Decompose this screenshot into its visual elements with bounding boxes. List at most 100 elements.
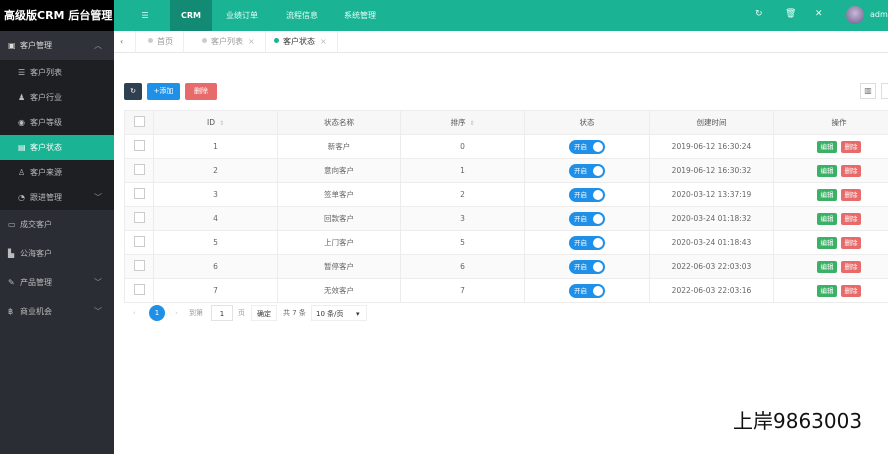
sidebar-item-source[interactable]: ♙ 客户来源: [0, 160, 114, 185]
next-page-icon[interactable]: ›: [175, 309, 178, 317]
edit-button[interactable]: 编辑: [817, 260, 837, 273]
edit-button[interactable]: 编辑: [817, 236, 837, 249]
cell-created: 2022-06-03 22:03:03: [649, 254, 774, 279]
delete-row-button[interactable]: 删除: [841, 188, 861, 201]
cell-id: 7: [153, 278, 278, 303]
cell-sort: 6: [400, 254, 525, 279]
card-icon: ▤: [18, 143, 26, 152]
sidebar-item-customer-list[interactable]: ☰ 客户列表: [0, 60, 114, 85]
row-checkbox[interactable]: [133, 140, 145, 151]
sidebar-item-opportunities[interactable]: ฿商业机会 ﹀: [0, 297, 114, 326]
page-1[interactable]: 1: [149, 305, 165, 321]
table-row: 1 新客户 0 开启 2019-06-12 16:30:24 编辑 删除: [124, 134, 888, 159]
table-row: 2 意向客户 1 开启 2019-06-12 16:30:32 编辑 删除: [124, 158, 888, 183]
page-size-select[interactable]: 10 条/页 ▾: [311, 305, 367, 321]
sidebar-item-public[interactable]: ▙ 公海客户: [0, 239, 114, 268]
edit-button[interactable]: 编辑: [817, 284, 837, 297]
tab-bar: ‹ 首页 客户列表 × 客户状态 ×: [114, 31, 888, 53]
confirm-button[interactable]: 确定: [251, 305, 277, 321]
watermark: 上岸9863003: [733, 409, 863, 433]
row-checkbox[interactable]: [133, 236, 145, 247]
cell-created: 2020-03-12 13:37:19: [649, 182, 774, 207]
edit-button[interactable]: 编辑: [817, 212, 837, 225]
add-button[interactable]: +添加: [147, 83, 180, 100]
tab-home[interactable]: 首页: [138, 31, 184, 53]
cell-sort: 2: [400, 182, 525, 207]
nav-system[interactable]: 系统管理: [344, 11, 376, 20]
sidebar-item-products[interactable]: ✎ 产品管理 ﹀: [0, 268, 114, 297]
col-actions: 操作: [773, 110, 888, 135]
row-checkbox[interactable]: [133, 164, 145, 175]
chevron-down-icon: ﹀: [94, 193, 102, 202]
status-toggle[interactable]: 开启: [569, 211, 605, 226]
col-created: 创建时间: [649, 110, 774, 135]
page-input[interactable]: 1: [211, 305, 233, 321]
table-header: ID ⇕ 状态名称 排序 ⇕ 状态 创建时间 操作: [124, 110, 888, 135]
columns-icon[interactable]: ▥: [860, 83, 876, 99]
cell-name: 无效客户: [277, 278, 401, 303]
table-row: 7 无效客户 7 开启 2022-06-03 22:03:16 编辑 删除: [124, 278, 888, 303]
row-checkbox[interactable]: [133, 284, 145, 295]
edit-button[interactable]: 编辑: [817, 140, 837, 153]
sort-icon: ⇕: [218, 120, 225, 127]
sidebar-item-followup[interactable]: ◔ 跟进管理 ﹀: [0, 185, 114, 210]
status-toggle[interactable]: 开启: [569, 187, 605, 202]
delete-button[interactable]: 删除: [185, 83, 217, 100]
avatar[interactable]: [846, 6, 864, 24]
sidebar-item-status[interactable]: ▤ 客户状态: [0, 135, 114, 160]
export-button[interactable]: [881, 83, 888, 99]
cell-id: 2: [153, 158, 278, 183]
tab-customer-list[interactable]: 客户列表 ×: [192, 31, 266, 53]
col-sort[interactable]: 排序 ⇕: [400, 110, 525, 135]
delete-row-button[interactable]: 删除: [841, 236, 861, 249]
sidebar-item-deals[interactable]: ▭ 成交客户: [0, 210, 114, 239]
page-unit: 页: [238, 309, 245, 317]
delete-row-button[interactable]: 删除: [841, 260, 861, 273]
sort-icon: ⇕: [469, 120, 475, 127]
status-toggle[interactable]: 开启: [569, 235, 605, 250]
menu-toggle-icon[interactable]: ☰: [141, 11, 149, 20]
col-status: 状态: [524, 110, 650, 135]
sidebar-group-customer-management[interactable]: ▣ 客户管理 ︿: [0, 31, 114, 60]
row-checkbox[interactable]: [133, 188, 145, 199]
col-id[interactable]: ID ⇕: [153, 110, 278, 135]
fullscreen-icon[interactable]: ✕: [815, 9, 823, 19]
refresh-icon: ↻: [130, 87, 136, 95]
select-all-checkbox[interactable]: [133, 116, 145, 127]
cell-created: 2022-06-03 22:03:16: [649, 278, 774, 303]
edit-button[interactable]: 编辑: [817, 164, 837, 177]
prev-page-icon[interactable]: ‹: [133, 309, 136, 317]
nav-orders[interactable]: 业绩订单: [226, 11, 258, 20]
status-toggle[interactable]: 开启: [569, 283, 605, 298]
sidebar-item-level[interactable]: ◉ 客户等级: [0, 110, 114, 135]
edit-button[interactable]: 编辑: [817, 188, 837, 201]
delete-row-button[interactable]: 删除: [841, 140, 861, 153]
trash-icon[interactable]: 🗑: [785, 9, 797, 19]
refresh-button[interactable]: ↻: [124, 83, 142, 100]
row-checkbox[interactable]: [133, 212, 145, 223]
delete-row-button[interactable]: 删除: [841, 164, 861, 177]
cell-sort: 7: [400, 278, 525, 303]
table-row: 5 上门客户 5 开启 2020-03-24 01:18:43 编辑 删除: [124, 230, 888, 255]
table-row: 6 暂停客户 6 开启 2022-06-03 22:03:03 编辑 删除: [124, 254, 888, 279]
sidebar-submenu: ☰ 客户列表 ♟ 客户行业 ◉ 客户等级 ▤ 客户状态 ♙ 客户来源 ◔ 跟进管理 ﹀: [0, 60, 114, 210]
delete-row-button[interactable]: 删除: [841, 212, 861, 225]
cell-created: 2019-06-12 16:30:32: [649, 158, 774, 183]
status-toggle[interactable]: 开启: [569, 139, 605, 154]
close-icon[interactable]: ×: [320, 37, 327, 46]
user-name[interactable]: admin: [870, 10, 888, 19]
close-icon[interactable]: ×: [248, 37, 255, 46]
row-checkbox[interactable]: [133, 260, 145, 271]
delete-row-button[interactable]: 删除: [841, 284, 861, 297]
cell-id: 4: [153, 206, 278, 231]
status-table: ID ⇕ 状态名称 排序 ⇕ 状态 创建时间 操作 1 新客户 0 开启 2019-…: [124, 110, 888, 303]
cell-name: 签单客户: [277, 182, 401, 207]
tab-customer-status[interactable]: 客户状态 ×: [264, 31, 338, 53]
nav-process[interactable]: 流程信息: [286, 11, 318, 20]
status-toggle[interactable]: 开启: [569, 163, 605, 178]
nav-crm[interactable]: CRM: [170, 0, 212, 31]
refresh-icon[interactable]: ↻: [755, 9, 763, 19]
sidebar-item-industry[interactable]: ♟ 客户行业: [0, 85, 114, 110]
status-toggle[interactable]: 开启: [569, 259, 605, 274]
tab-scroll-left-icon[interactable]: ‹: [114, 31, 136, 53]
